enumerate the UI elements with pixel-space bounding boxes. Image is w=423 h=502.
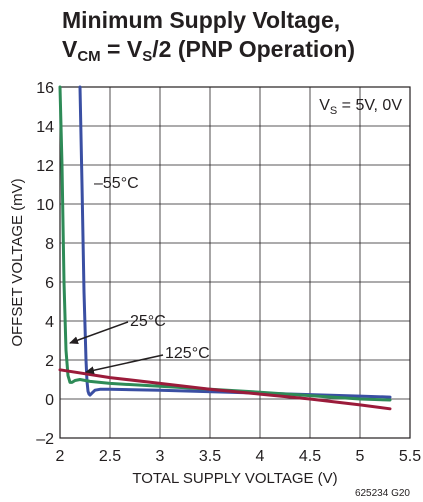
legend-note: VS = 5V, 0V xyxy=(319,97,402,117)
series-lines xyxy=(58,85,392,411)
legend-prefix: V xyxy=(319,97,330,114)
title-line-2: VCM = VS/2 (PNP Operation) xyxy=(62,35,422,64)
x-tick-label: 2.5 xyxy=(99,448,121,465)
series-line-neg55 xyxy=(78,85,392,399)
figure-code: 625234 G20 xyxy=(355,488,410,499)
legend-rest: = 5V, 0V xyxy=(337,97,402,114)
plot-frame xyxy=(59,86,411,439)
y-axis-label: OFFSET VOLTAGE (mV) xyxy=(9,178,26,346)
y-tick-label: 16 xyxy=(36,80,54,97)
annotations: –55°C 25°C 125°C xyxy=(69,175,210,375)
x-tick-label: 5 xyxy=(356,448,365,465)
x-tick-label: 3.5 xyxy=(199,448,221,465)
y-tick-label: 0 xyxy=(45,392,54,409)
label-neg55: –55°C xyxy=(94,175,139,192)
title-part: /2 (PNP Operation) xyxy=(152,36,356,62)
x-axis-label: TOTAL SUPPLY VOLTAGE (V) xyxy=(132,470,337,487)
grid xyxy=(59,86,411,439)
y-tick-label: 10 xyxy=(36,197,54,214)
x-tick-label: 3 xyxy=(156,448,165,465)
x-tick-label: 5.5 xyxy=(399,448,421,465)
arrow-125c xyxy=(85,354,164,375)
x-tick-label: 2 xyxy=(56,448,65,465)
title-part: = V xyxy=(100,36,143,62)
y-tick-label: 2 xyxy=(45,353,54,370)
chart-title: Minimum Supply Voltage, VCM = VS/2 (PNP … xyxy=(62,6,422,64)
tick-labels: 2 2.5 3 3.5 4 4.5 5 5.5 –2 0 2 4 6 8 10 12 14 16 xyxy=(36,80,421,465)
title-part: V xyxy=(62,36,78,62)
title-line-1: Minimum Supply Voltage, xyxy=(62,7,341,33)
title-sub-s: S xyxy=(142,48,153,65)
label-25c: 25°C xyxy=(130,313,166,330)
x-tick-label: 4.5 xyxy=(299,448,321,465)
y-tick-label: 6 xyxy=(45,275,54,292)
series-line-125c xyxy=(58,368,392,411)
y-tick-label: 14 xyxy=(36,119,54,136)
series-line-25c xyxy=(58,85,392,402)
y-tick-label: 12 xyxy=(36,158,54,175)
arrow-25c xyxy=(69,321,129,345)
legend-sub: S xyxy=(330,105,337,117)
y-tick-label: 8 xyxy=(45,236,54,253)
title-sub-cm: CM xyxy=(77,48,101,65)
y-tick-label: 4 xyxy=(45,314,54,331)
label-125c: 125°C xyxy=(165,345,210,362)
x-tick-label: 4 xyxy=(256,448,265,465)
y-tick-label: –2 xyxy=(36,431,54,448)
